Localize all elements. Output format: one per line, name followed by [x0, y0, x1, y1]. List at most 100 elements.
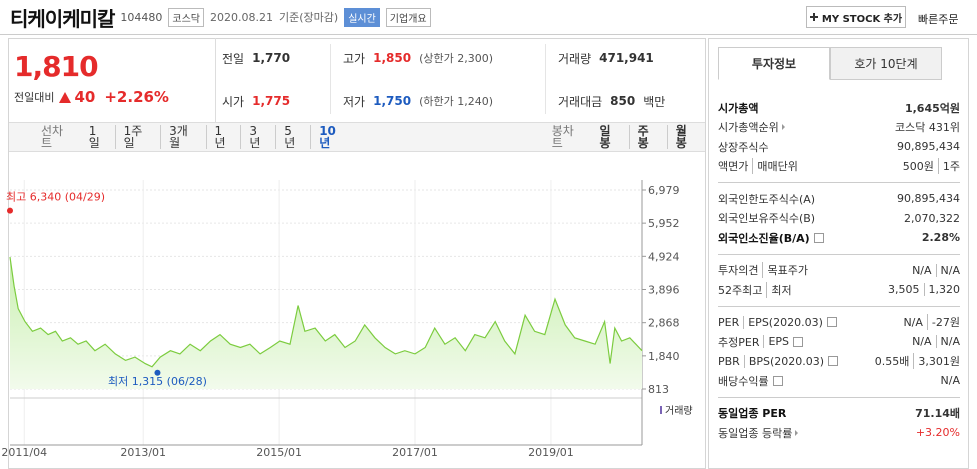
value-part: 2.28% [921, 231, 960, 245]
label-part: 동일업종 PER [718, 407, 787, 421]
price-area [10, 257, 642, 389]
info-row: 외국인한도주식수(A) 90,895,434 [718, 189, 960, 209]
candle-tab[interactable]: 주봉 [628, 125, 667, 149]
label-part: 외국인소진율(B/A) [718, 231, 810, 245]
info-tab[interactable]: 호가 10단계 [830, 47, 942, 80]
info-value: +3.20% [916, 426, 960, 439]
value-part: +3.20% [915, 426, 960, 440]
value-part: 500원 [902, 160, 934, 174]
info-value: 90,895,434 [897, 192, 960, 205]
info-row: 동일업종 PER 71.14배 [718, 404, 960, 424]
up-icon [59, 91, 72, 103]
period-tab[interactable]: 1년 [205, 125, 241, 149]
candle-tab[interactable]: 월봉 [666, 125, 705, 149]
period-tab[interactable]: 3년 [240, 125, 275, 149]
info-value: 90,895,434 [897, 140, 960, 153]
info-label: 투자의견 목표주가 [718, 262, 808, 279]
info-value: 1,645억원 [905, 100, 960, 116]
quote-value: 1,750 [373, 94, 412, 108]
quote-value: 850 [610, 94, 636, 108]
label-part: PER [718, 315, 740, 329]
info-label: 시가총액 [718, 100, 758, 116]
info-value: N/A N/A [912, 263, 960, 277]
change-label: 전일대비 [14, 91, 55, 104]
info-row: 외국인보유주식수(B) 2,070,322 [718, 209, 960, 229]
info-row: 상장주식수 90,895,434 [718, 137, 960, 157]
value-part: N/A [903, 315, 923, 329]
info-row: 시가총액순위 코스닥 431위 [718, 118, 960, 138]
price-line [9, 257, 643, 368]
period-tab[interactable]: 10년 [310, 125, 354, 149]
label-part: 시가총액 [718, 101, 759, 115]
info-label: PER EPS(2020.03) [718, 315, 837, 329]
price-box [8, 38, 216, 122]
quote-cell: 거래대금 850 백만 [558, 91, 665, 111]
quote-label: 거래량 [558, 51, 592, 66]
x-tick-label: 2017/01 [392, 446, 438, 459]
value-part: 코스닥 431위 [895, 121, 960, 135]
quote-value: 1,770 [252, 51, 291, 65]
info-value: 2.28% [922, 231, 960, 244]
info-tab[interactable]: 투자정보 [718, 47, 830, 80]
info-row: 시가총액 1,645억원 [718, 98, 960, 118]
period-tab[interactable]: 3개월 [160, 125, 205, 149]
info-label: 외국인소진율(B/A) [718, 230, 824, 246]
value-part: 90,895,434 [897, 140, 960, 154]
label-part: 투자의견 [718, 264, 759, 278]
info-row: PER EPS(2020.03) N/A -27원 [718, 313, 960, 333]
chart-tabs: 선차트 1일 1주일 3개월 1년 3년 5년 10년 봉차트 일봉 주봉 월봉 [9, 122, 705, 152]
volume-legend: 거래량 [665, 405, 693, 417]
period-tab[interactable]: 5년 [275, 125, 310, 149]
info-section: 투자의견 목표주가 N/A N/A 52주최고 최저 3,505 1,320 [718, 253, 960, 306]
info-label: 외국인한도주식수(A) [718, 191, 815, 207]
info-row: 투자의견 목표주가 N/A N/A [718, 261, 960, 281]
x-tick-label: 2013/01 [120, 446, 166, 459]
realtime[interactable]: 실시간 [344, 7, 380, 27]
stock-code: 104480 [120, 10, 163, 24]
period-tab[interactable]: 1주일 [114, 125, 160, 149]
value-part: 71.14배 [915, 407, 960, 421]
info-section: 외국인한도주식수(A) 90,895,434 외국인보유주식수(B) 2,070,32… [718, 182, 960, 254]
label-part: 목표주가 [762, 262, 808, 279]
info-value: 0.55배 3,301원 [875, 353, 960, 370]
label-part: EPS [763, 335, 789, 349]
info-value: 500원 1주 [902, 158, 960, 175]
company-info[interactable]: 기업개요 [385, 7, 431, 27]
info-label: 시가총액순위 [718, 119, 785, 135]
info-value: 3,505 1,320 [888, 283, 960, 297]
high-marker [7, 207, 13, 214]
y-tick-label: 4,924 [648, 250, 680, 263]
basis: 기준(장마감) [279, 11, 339, 24]
label-part: 최저 [766, 281, 792, 298]
info-value: N/A -27원 [903, 314, 960, 331]
info-label: PBR BPS(2020.03) [718, 354, 838, 368]
period-tab[interactable]: 1일 [88, 124, 100, 150]
value-part: 3,301원 [913, 353, 960, 370]
value-part: 3,505 [888, 283, 920, 297]
value-part: 1,645억원 [904, 101, 960, 115]
divider [0, 34, 977, 35]
info-value: N/A N/A [912, 335, 960, 349]
price: 1,810 [14, 50, 99, 83]
value-part: N/A [935, 263, 960, 277]
low-marker [154, 369, 161, 376]
info-row: 동일업종 등락률 +3.20% [718, 423, 960, 443]
label-part: 52주최고 [718, 283, 763, 297]
info-label: 추정PER EPS [718, 334, 803, 350]
quote-cell: 시가 1,775 [222, 91, 290, 111]
quote-label: 시가 [222, 94, 245, 109]
value-part: 2,070,322 [904, 211, 960, 225]
info-value: 71.14배 [915, 405, 960, 421]
quote-unit: 백만 [643, 94, 666, 109]
info-label: 동일업종 PER [718, 405, 786, 421]
info-value: 2,070,322 [904, 212, 960, 225]
high-label: 최고 6,340 (04/29) [6, 191, 105, 204]
quick-order[interactable]: 빠른주문 [918, 13, 959, 26]
my-stock-button[interactable]: MY STOCK 추가 [806, 6, 906, 28]
quote-cell: 저가 1,750 (하한가 1,240) [343, 91, 493, 111]
candle-tab[interactable]: 일봉 [599, 124, 611, 150]
value-part: -27원 [926, 314, 960, 331]
